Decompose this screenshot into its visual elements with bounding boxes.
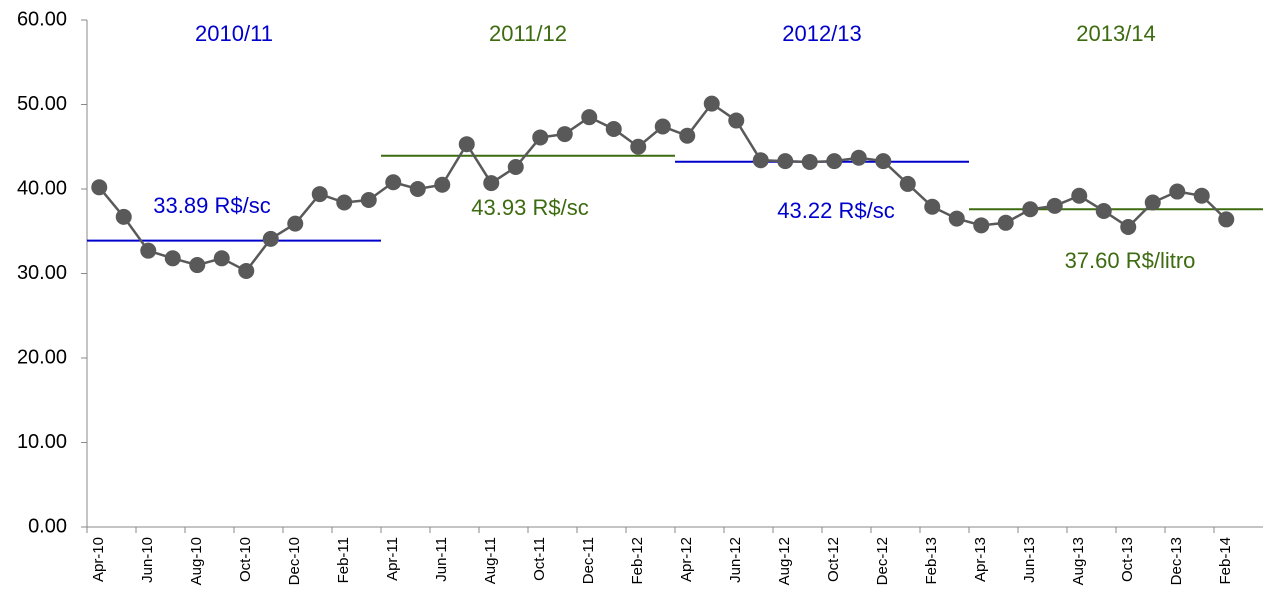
x-tick-label: Jun-11 (433, 537, 450, 582)
x-tick-label: Feb-11 (335, 537, 352, 583)
data-point (311, 186, 328, 203)
x-tick-label: Apr-10 (90, 537, 107, 582)
x-tick-label: Oct-10 (237, 537, 254, 582)
x-tick-label: Apr-13 (972, 537, 989, 582)
y-tick-label: 40.00 (17, 177, 67, 199)
x-tick-label: Aug-13 (1070, 537, 1087, 585)
x-tick-label: Jun-10 (139, 537, 156, 583)
x-tick-label: Feb-14 (1217, 537, 1234, 585)
period-label: 2013/14 (1076, 21, 1156, 46)
data-point (238, 262, 255, 279)
data-point (997, 214, 1014, 231)
x-tick-label: Apr-11 (384, 537, 401, 581)
x-tick-label: Oct-11 (531, 537, 548, 581)
data-point (924, 198, 941, 215)
period-label: 2010/11 (195, 21, 273, 46)
y-tick-label: 50.00 (17, 93, 67, 115)
x-tick-label: Oct-12 (825, 537, 842, 582)
data-point (262, 230, 279, 247)
data-point (189, 257, 206, 274)
data-point (654, 118, 671, 135)
data-point (483, 175, 500, 192)
y-tick-label: 0.00 (28, 515, 67, 537)
data-point (728, 112, 745, 129)
period-label: 2011/12 (489, 21, 567, 46)
x-tick-label: Oct-13 (1119, 537, 1136, 582)
data-point (1193, 187, 1210, 204)
period-label: 2012/13 (782, 21, 862, 46)
data-point (973, 217, 990, 234)
data-point (1095, 202, 1112, 219)
y-tick-label: 10.00 (17, 431, 67, 453)
data-point (679, 127, 696, 144)
data-point (1071, 187, 1088, 204)
average-label: 37.60 R$/litro (1065, 248, 1196, 273)
x-tick-label: Feb-13 (923, 537, 940, 585)
x-tick-label: Dec-13 (1168, 537, 1185, 585)
data-point (115, 208, 132, 225)
data-point (948, 210, 965, 227)
x-tick-label: Aug-11 (482, 537, 499, 584)
data-point (287, 215, 304, 232)
data-point (556, 126, 573, 143)
x-tick-label: Jun-13 (1021, 537, 1038, 583)
data-point (164, 250, 181, 267)
y-tick-label: 20.00 (17, 346, 67, 368)
y-tick-label: 60.00 (17, 8, 67, 30)
data-point (91, 179, 108, 196)
data-point (630, 138, 647, 155)
data-point (507, 159, 524, 176)
x-tick-label: Aug-12 (776, 537, 793, 585)
data-point (1022, 201, 1039, 218)
x-tick-label: Jun-12 (727, 537, 744, 583)
data-point (1046, 197, 1063, 214)
average-label: 43.93 R$/sc (471, 195, 588, 220)
data-point (605, 121, 622, 138)
x-tick-label: Aug-10 (188, 537, 205, 585)
data-point (1218, 211, 1235, 228)
x-tick-label: Dec-10 (286, 537, 303, 585)
data-point (752, 152, 769, 169)
data-point (850, 149, 867, 166)
data-point (360, 191, 377, 208)
data-point (899, 175, 916, 192)
data-point (826, 153, 843, 170)
data-point (213, 250, 230, 267)
data-point (777, 153, 794, 170)
x-tick-label: Feb-12 (629, 537, 646, 585)
data-point (1120, 219, 1137, 236)
data-point (581, 109, 598, 126)
data-point (336, 194, 353, 211)
data-point (875, 153, 892, 170)
x-tick-label: Apr-12 (678, 537, 695, 582)
data-point (434, 176, 451, 193)
average-label: 43.22 R$/sc (777, 198, 894, 223)
data-point (801, 153, 818, 170)
data-point (1144, 194, 1161, 211)
data-point (385, 174, 402, 191)
y-tick-label: 30.00 (17, 262, 67, 284)
data-point (703, 95, 720, 112)
average-label: 33.89 R$/sc (153, 193, 270, 218)
data-point (532, 129, 549, 146)
data-point (140, 242, 157, 259)
x-tick-label: Dec-11 (580, 537, 597, 584)
x-tick-label: Dec-12 (874, 537, 891, 585)
data-point (1169, 183, 1186, 200)
data-point (458, 136, 475, 153)
data-point (409, 181, 426, 197)
